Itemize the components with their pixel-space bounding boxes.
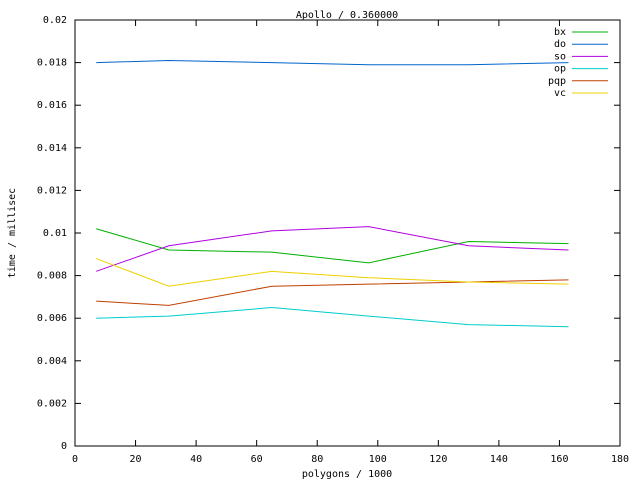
x-axis-label: polygons / 1000	[302, 469, 392, 480]
series-line	[96, 228, 569, 264]
x-tick-label: 0	[72, 454, 78, 465]
x-tick-label: 100	[369, 454, 387, 465]
series-line	[96, 59, 569, 66]
y-tick-label: 0	[61, 441, 67, 452]
legend-label: bx	[554, 27, 566, 38]
y-tick-label: 0.012	[37, 185, 67, 196]
series-line	[96, 258, 569, 287]
y-tick-label: 0.018	[37, 58, 67, 69]
y-tick-label: 0.01	[43, 228, 67, 239]
x-tick-label: 160	[550, 454, 568, 465]
legend-label: op	[554, 64, 566, 75]
x-tick-label: 80	[311, 454, 323, 465]
y-tick-label: 0.002	[37, 398, 67, 409]
y-tick-label: 0.006	[37, 313, 67, 324]
series-line	[96, 279, 569, 306]
legend-label: do	[554, 39, 566, 50]
x-tick-label: 20	[130, 454, 142, 465]
x-tick-label: 40	[190, 454, 202, 465]
y-tick-label: 0.004	[37, 356, 67, 367]
x-tick-label: 180	[611, 454, 629, 465]
series-line	[96, 226, 569, 272]
x-tick-label: 140	[490, 454, 508, 465]
y-tick-label: 0.008	[37, 271, 67, 282]
legend-label: so	[554, 51, 566, 62]
chart-title: Apollo / 0.360000	[296, 10, 398, 21]
y-tick-label: 0.014	[37, 143, 67, 154]
legend-label: vc	[554, 88, 566, 99]
legend-label: pqp	[548, 76, 566, 87]
series-line	[96, 307, 569, 328]
y-tick-label: 0.02	[43, 15, 67, 26]
y-tick-label: 0.016	[37, 100, 67, 111]
x-tick-label: 120	[429, 454, 447, 465]
y-axis-label: time / millisec	[7, 188, 18, 278]
x-tick-label: 60	[251, 454, 263, 465]
